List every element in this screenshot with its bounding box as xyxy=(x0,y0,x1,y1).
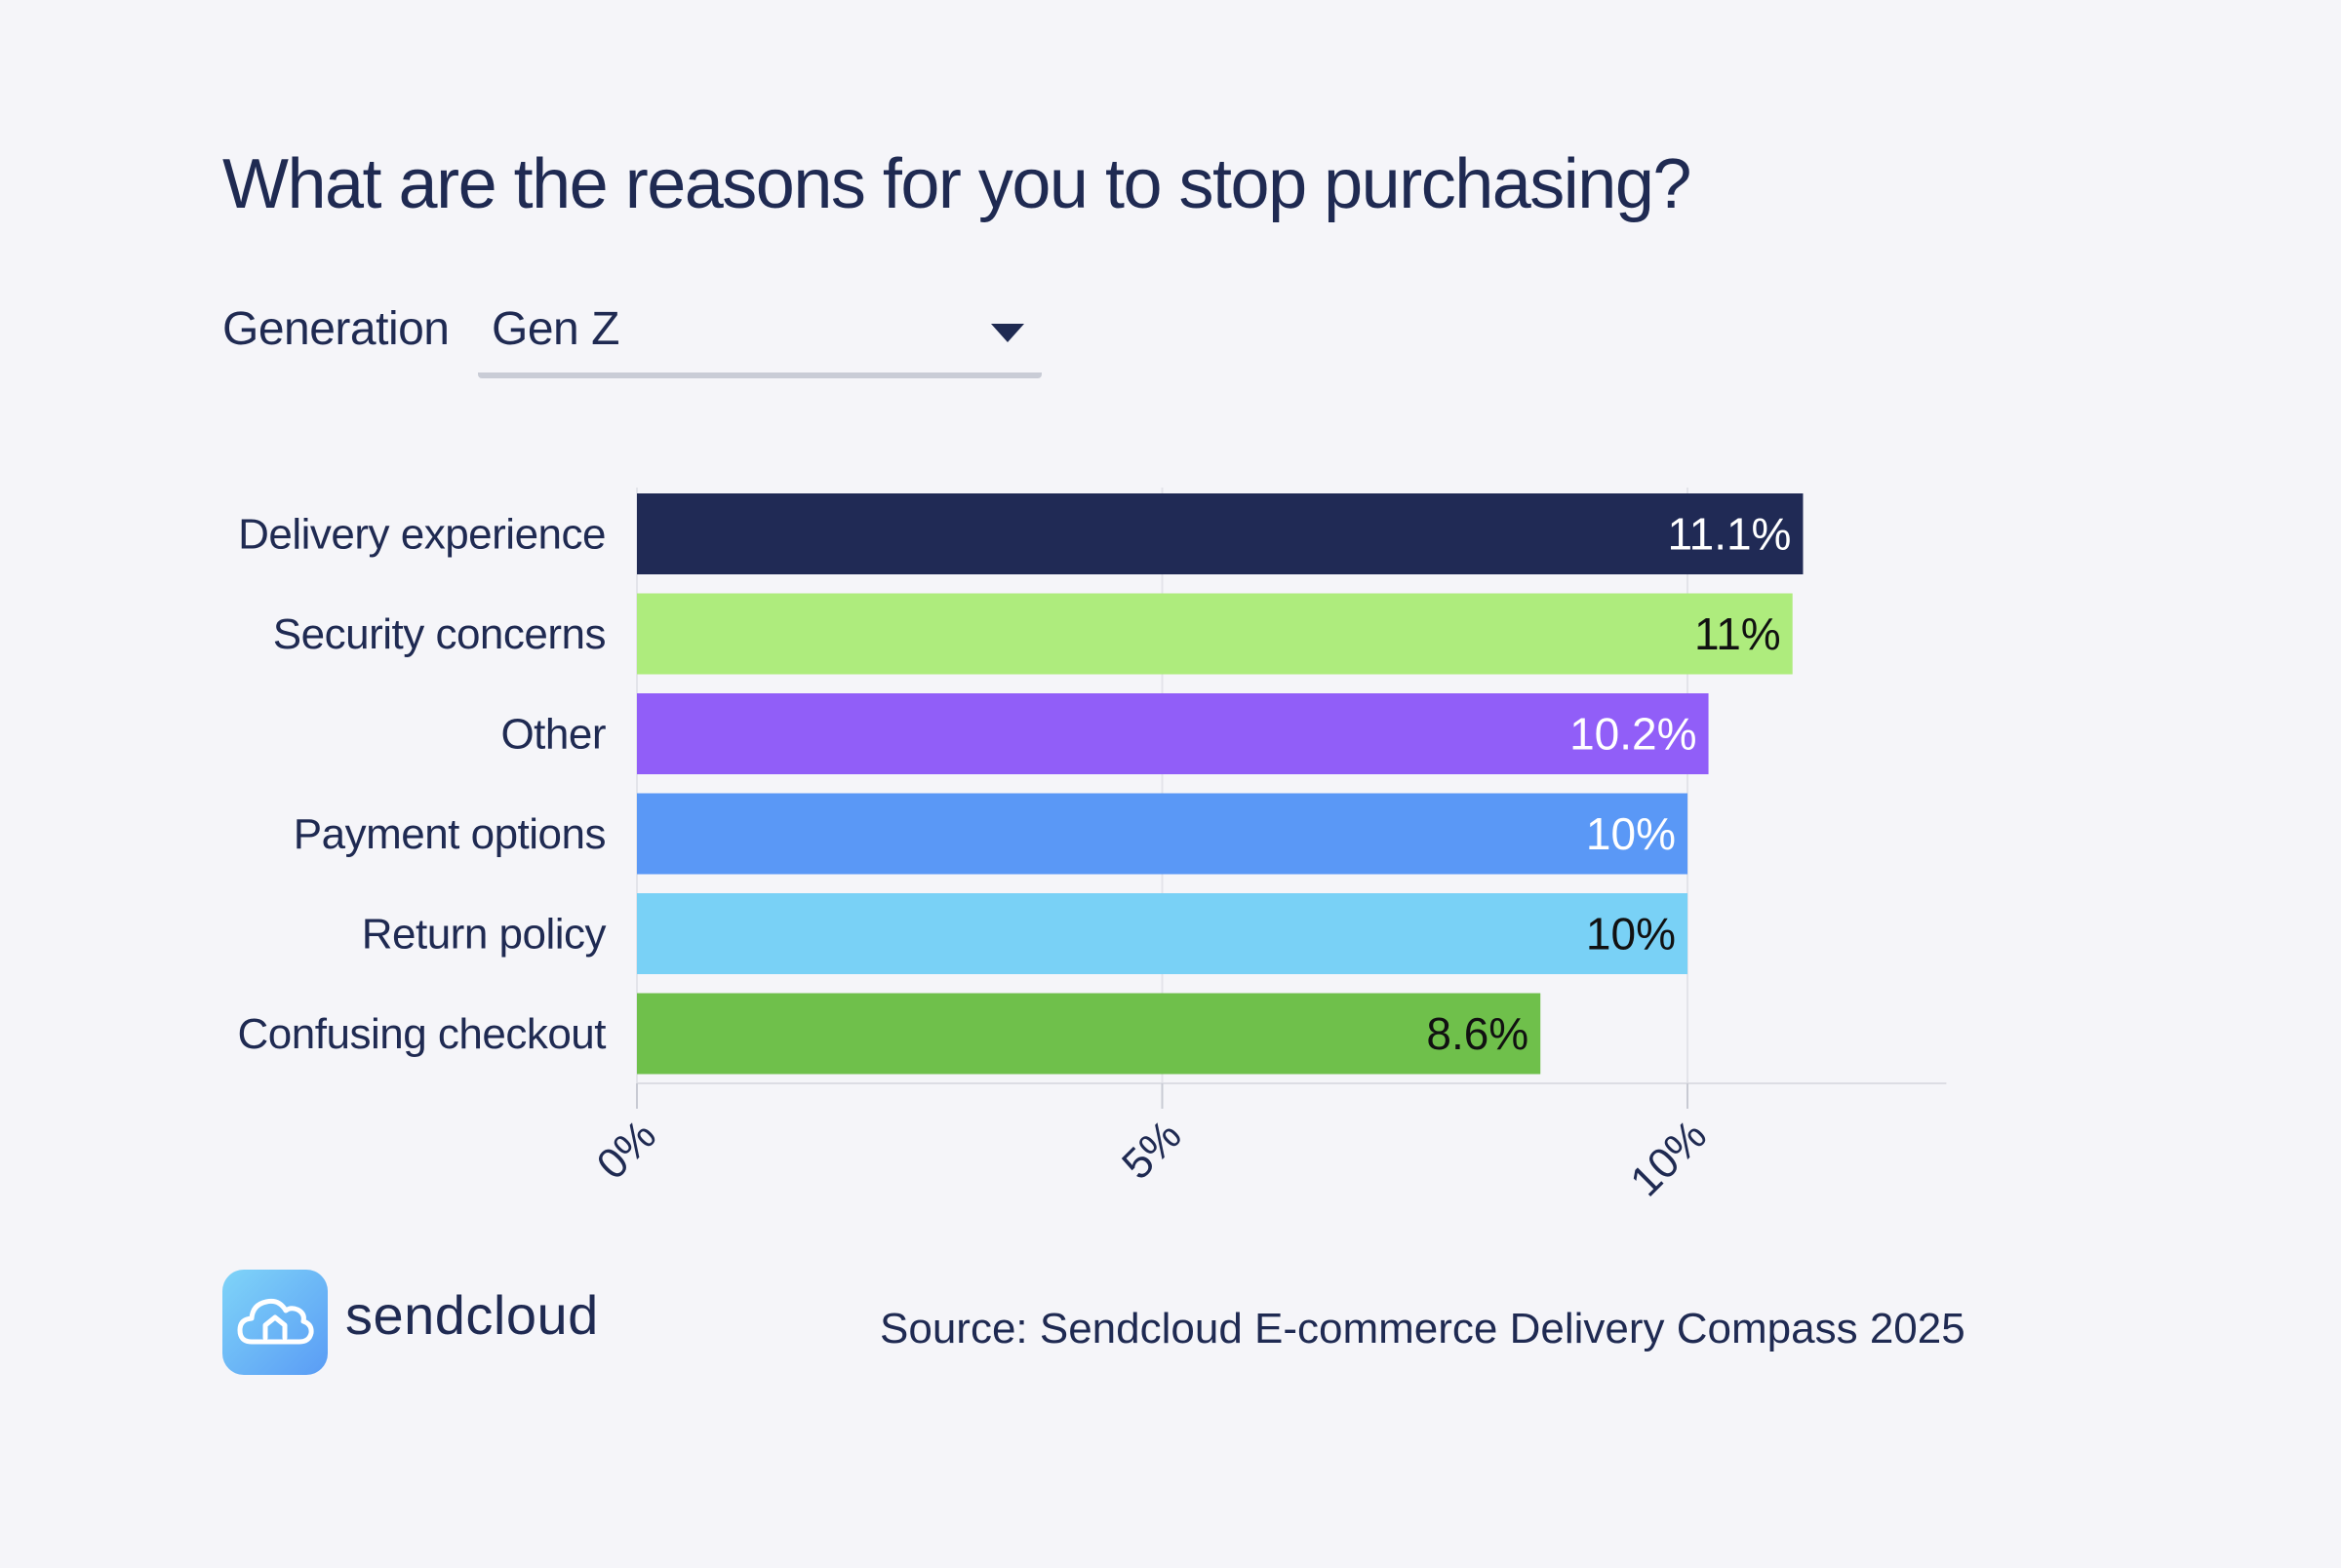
data-label: 11% xyxy=(1694,608,1781,659)
bar xyxy=(637,493,1804,574)
source-note: Source: Sendcloud E-commerce Delivery Co… xyxy=(880,1305,1965,1352)
generation-select[interactable]: Gen Z xyxy=(478,289,1042,378)
data-label: 8.6% xyxy=(1426,1008,1528,1059)
caret-down-icon xyxy=(991,324,1024,342)
data-label: 10.2% xyxy=(1569,709,1696,760)
data-label: 10% xyxy=(1586,808,1676,859)
brand-name: sendcloud xyxy=(345,1284,599,1346)
sendcloud-logo xyxy=(222,1270,328,1375)
chart-title: What are the reasons for you to stop pur… xyxy=(222,145,1691,223)
generation-select-value: Gen Z xyxy=(492,303,619,355)
bar xyxy=(637,693,1709,774)
cloud-home-icon xyxy=(237,1298,314,1345)
generation-filter-label: Generation xyxy=(222,303,450,355)
category-label: Confusing checkout xyxy=(238,1010,607,1058)
category-label: Other xyxy=(500,711,606,759)
bar xyxy=(637,593,1793,675)
category-label: Delivery experience xyxy=(238,511,606,559)
category-label: Payment options xyxy=(294,810,606,858)
bar xyxy=(637,793,1687,875)
x-tick-label: 5% xyxy=(1113,1111,1191,1189)
bar xyxy=(637,893,1687,974)
category-label: Return policy xyxy=(362,911,607,959)
x-tick-label: 0% xyxy=(588,1111,666,1189)
bar xyxy=(637,993,1541,1075)
data-label: 10% xyxy=(1586,909,1676,960)
data-label: 11.1% xyxy=(1667,509,1791,560)
category-label: Security concerns xyxy=(273,610,606,658)
x-tick-label: 10% xyxy=(1621,1111,1716,1205)
